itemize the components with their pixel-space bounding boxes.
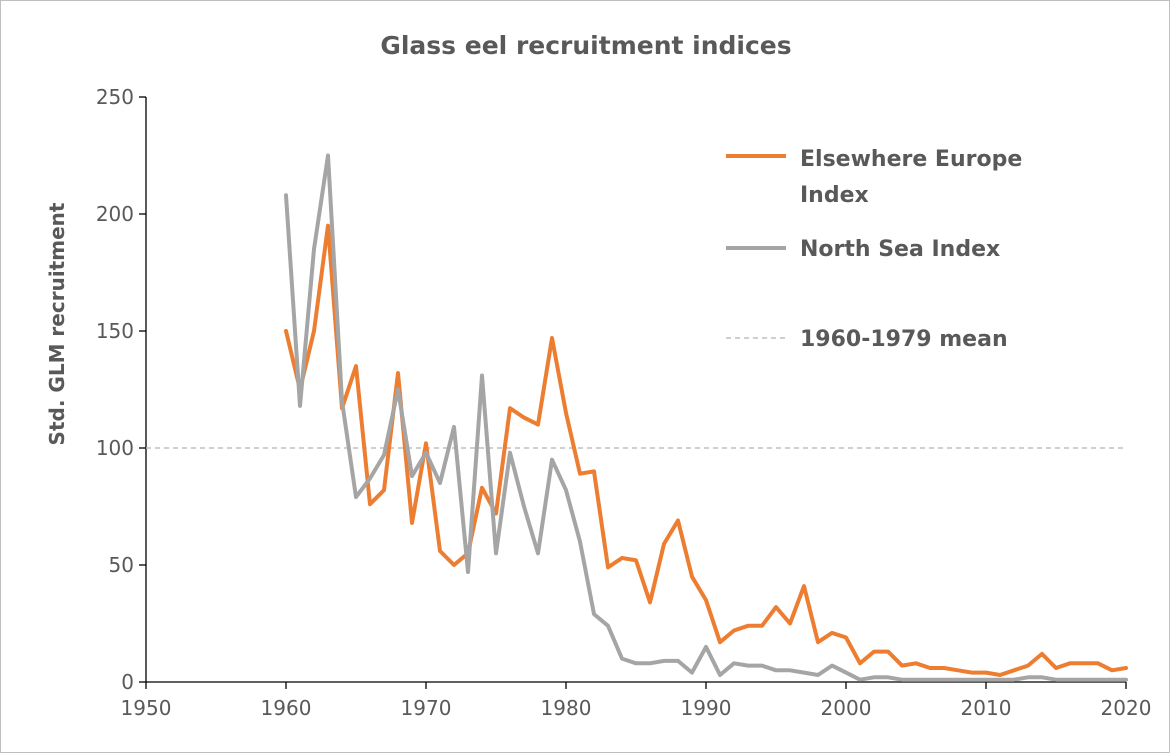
legend-label-mean: 1960-1979 mean (800, 327, 1008, 352)
y-axis-label: Std. GLM recruitment (45, 202, 69, 445)
legend-label-elsewhere-europe: Index (800, 183, 869, 208)
y-tick-label: 100 (96, 436, 134, 460)
series-line-0 (284, 223, 1128, 677)
plot-area: 0 50 100 150 200 250 1950 1960 1970 1980 1990 2000 2… (96, 85, 1152, 720)
x-tick-label: 1980 (541, 696, 592, 720)
legend: Elsewhere Europe Index North Sea Index 1960… (726, 147, 1022, 352)
legend-label-north-sea: North Sea Index (800, 237, 1000, 262)
y-tick-label: 150 (96, 319, 134, 343)
y-tick-label: 250 (96, 85, 134, 109)
y-tick-label: 0 (121, 670, 134, 694)
x-tick-label: 1990 (681, 696, 732, 720)
legend-label-elsewhere-europe: Elsewhere Europe (800, 147, 1022, 172)
y-tick-label: 200 (96, 202, 134, 226)
chart-title: Glass eel recruitment indices (380, 31, 791, 60)
x-tick-label: 2020 (1101, 696, 1152, 720)
x-tick-label: 1950 (121, 696, 172, 720)
x-tick-label: 1970 (401, 696, 452, 720)
x-tick-label: 1960 (261, 696, 312, 720)
x-tick-label: 2010 (961, 696, 1012, 720)
x-tick-label: 2000 (821, 696, 872, 720)
y-tick-label: 50 (109, 553, 134, 577)
